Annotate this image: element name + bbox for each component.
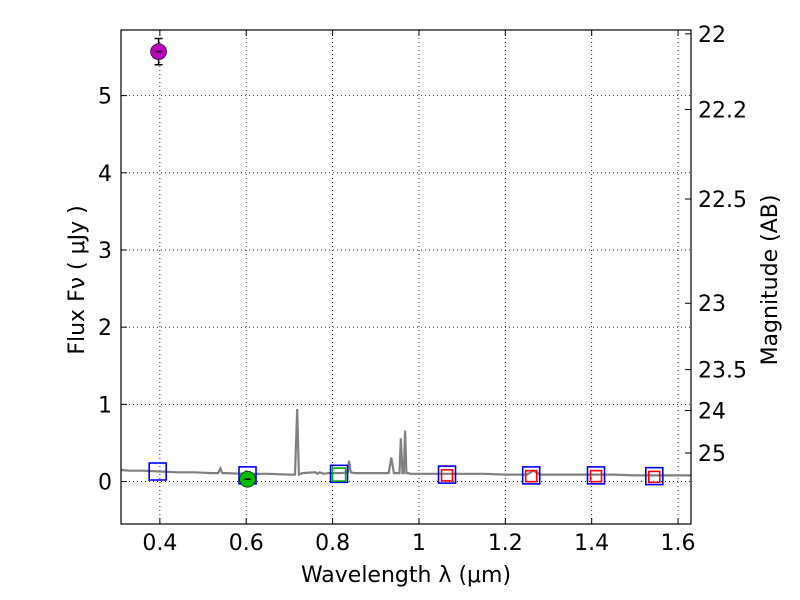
x-axis: 0.4 0.6 0.8 1 1.2 1.4 1.6	[142, 30, 696, 556]
y-tick-label: 3	[98, 239, 112, 264]
right-tick-label: 24	[698, 400, 726, 425]
right-tick-label: 22.2	[698, 99, 747, 124]
x-tick-label: 1.2	[488, 531, 523, 556]
photometry-square-marker	[440, 469, 454, 482]
x-tick-label: 1	[412, 531, 426, 556]
y-axis-left: 0 1 2 3 4 5	[98, 85, 127, 496]
photometry-square-marker	[437, 465, 457, 484]
x-tick-label: 0.8	[315, 531, 350, 556]
right-tick-label: 25	[698, 442, 726, 467]
y-tick-label: 0	[98, 471, 112, 496]
x-tick-label: 0.6	[229, 531, 264, 556]
series-layer	[121, 37, 691, 488]
y-axis-label: Flux Fν ( μJy )	[65, 205, 90, 354]
photometry-square-marker	[331, 467, 347, 482]
y-axis-right: 22 22.2 22.5 23 23.5 24 25	[685, 23, 747, 467]
photometry-square-marker	[589, 469, 603, 483]
right-axis-label: Magnitude (AB)	[758, 195, 783, 366]
photometry-square-marker	[644, 466, 664, 486]
plot-frame	[120, 29, 692, 525]
right-tick-label: 22.5	[698, 188, 747, 213]
y-tick-label: 5	[98, 85, 112, 110]
grid	[121, 30, 691, 524]
x-tick-label: 1.4	[574, 531, 609, 556]
photometry-square-marker	[148, 462, 168, 481]
right-tick-label: 22	[698, 23, 726, 48]
x-axis-label: Wavelength λ (μm)	[301, 563, 511, 588]
y-tick-label: 4	[98, 162, 112, 187]
right-tick-label: 23.5	[698, 359, 747, 384]
photometry-square-marker	[586, 466, 606, 485]
x-tick-label: 1.6	[661, 531, 696, 556]
spectrum-line	[121, 408, 691, 477]
y-tick-label: 1	[98, 393, 112, 418]
photometry-square-marker	[647, 470, 661, 484]
photometry-square-marker	[521, 466, 541, 485]
y-tick-label: 2	[98, 316, 112, 341]
right-tick-label: 23	[698, 292, 726, 317]
photometry-square-marker	[329, 464, 349, 484]
x-tick-label: 0.4	[142, 531, 177, 556]
photometry-square-marker	[524, 469, 538, 483]
